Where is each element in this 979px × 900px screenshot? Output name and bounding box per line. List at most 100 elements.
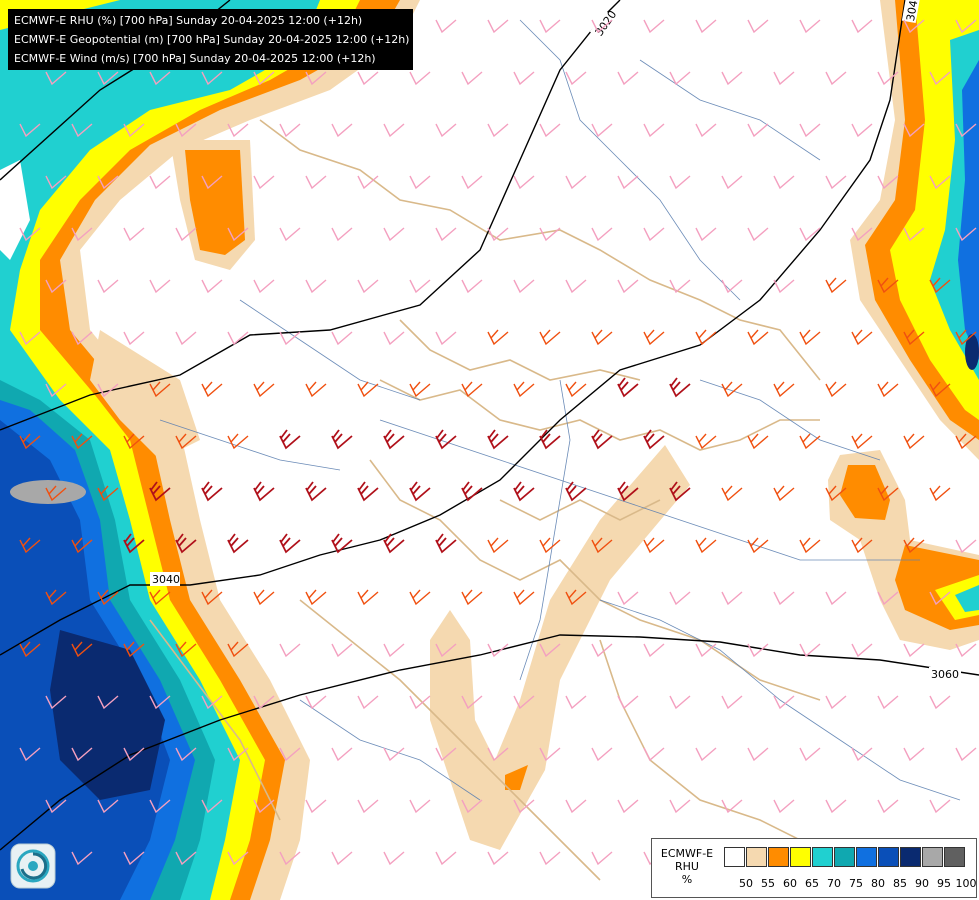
wind-barb xyxy=(539,851,561,866)
wind-barb xyxy=(227,331,249,346)
wind-barb xyxy=(331,533,353,554)
wind-barb xyxy=(123,747,145,762)
wind-barb xyxy=(695,227,717,242)
wind-barb xyxy=(825,71,847,86)
contour-label-3040-top: 3040 xyxy=(904,0,922,22)
wind-barb xyxy=(669,591,691,606)
wind-barb xyxy=(357,175,379,190)
wind-barb xyxy=(45,695,67,710)
wind-barb xyxy=(383,643,405,658)
wind-barb xyxy=(799,747,821,762)
wind-barb xyxy=(851,123,873,138)
wind-barb xyxy=(149,799,171,814)
wind-barb xyxy=(591,123,613,138)
wind-barb xyxy=(539,227,561,242)
wind-barb xyxy=(669,175,691,190)
wind-barb xyxy=(591,537,613,554)
wind-barb xyxy=(643,19,665,34)
wind-barb xyxy=(669,71,691,86)
wind-barb xyxy=(175,533,197,554)
wind-barb xyxy=(825,799,847,814)
legend-swatch xyxy=(878,847,899,867)
wind-barb xyxy=(357,695,379,710)
wind-barb xyxy=(539,537,561,554)
wind-barb xyxy=(877,799,899,814)
wind-barb xyxy=(175,123,197,138)
wind-barb xyxy=(877,591,899,606)
wind-barb xyxy=(513,481,535,502)
wind-barb xyxy=(695,123,717,138)
wind-barb xyxy=(591,747,613,762)
wind-barb xyxy=(97,589,119,606)
wind-barb xyxy=(747,227,769,242)
wind-barb xyxy=(149,481,171,502)
wind-barb xyxy=(721,695,743,710)
wind-barb xyxy=(409,589,431,606)
wind-barb xyxy=(383,747,405,762)
wind-barb xyxy=(929,277,951,294)
wind-barb xyxy=(435,19,457,34)
wind-barb xyxy=(461,695,483,710)
wind-barb xyxy=(357,279,379,294)
wind-barb xyxy=(357,71,379,86)
wind-barb xyxy=(591,851,613,866)
wind-barb xyxy=(357,799,379,814)
wind-barb xyxy=(487,747,509,762)
wind-barb xyxy=(513,589,535,606)
wind-barb xyxy=(149,175,171,190)
wind-barb xyxy=(565,71,587,86)
wind-barb xyxy=(409,71,431,86)
wind-barb xyxy=(877,485,899,502)
wind-barb xyxy=(227,433,249,450)
wind-barb xyxy=(617,279,639,294)
legend-swatch xyxy=(790,847,811,867)
wind-barb xyxy=(851,643,873,658)
wind-barb xyxy=(851,329,873,346)
wind-barb xyxy=(435,851,457,866)
wind-barb xyxy=(461,589,483,606)
wind-barb xyxy=(71,641,93,658)
wind-barb xyxy=(513,71,535,86)
wind-barb xyxy=(253,279,275,294)
wind-barb xyxy=(357,381,379,398)
wind-barb xyxy=(487,227,509,242)
wind-barb xyxy=(487,643,509,658)
wind-barb xyxy=(253,381,275,398)
wind-barb xyxy=(591,329,613,346)
wind-barb xyxy=(253,175,275,190)
contour-label-3040: 3040 xyxy=(152,573,180,586)
wind-barb xyxy=(201,695,223,710)
wind-barb xyxy=(643,123,665,138)
wind-barb xyxy=(565,175,587,190)
wind-barb xyxy=(409,481,431,502)
wind-barb xyxy=(903,329,925,346)
wind-barb xyxy=(955,329,977,346)
wind-barb xyxy=(513,279,535,294)
wind-barb xyxy=(71,851,93,866)
legend-tick: 100 xyxy=(955,877,977,890)
wind-barb xyxy=(19,747,41,762)
wind-barb xyxy=(929,175,951,190)
header-line-rhu: ECMWF-E RHU (%) [700 hPa] Sunday 20-04-2… xyxy=(14,14,363,27)
wind-barb xyxy=(617,71,639,86)
wind-barb xyxy=(955,123,977,138)
wind-barb xyxy=(617,481,639,502)
wind-barb xyxy=(799,537,821,554)
wind-barb xyxy=(695,433,717,450)
wind-barb xyxy=(253,71,275,86)
wind-barb xyxy=(487,19,509,34)
wind-barb xyxy=(305,481,327,502)
wind-barb xyxy=(903,19,925,34)
wind-barb xyxy=(747,537,769,554)
wind-barb xyxy=(149,589,171,606)
wind-barb xyxy=(97,71,119,86)
wind-barb xyxy=(487,851,509,866)
wind-barb xyxy=(903,747,925,762)
wind-barb xyxy=(97,695,119,710)
wind-barb xyxy=(929,695,951,710)
wind-barb xyxy=(565,695,587,710)
wind-barb xyxy=(747,123,769,138)
wind-barb xyxy=(721,799,743,814)
wind-barb xyxy=(565,381,587,398)
